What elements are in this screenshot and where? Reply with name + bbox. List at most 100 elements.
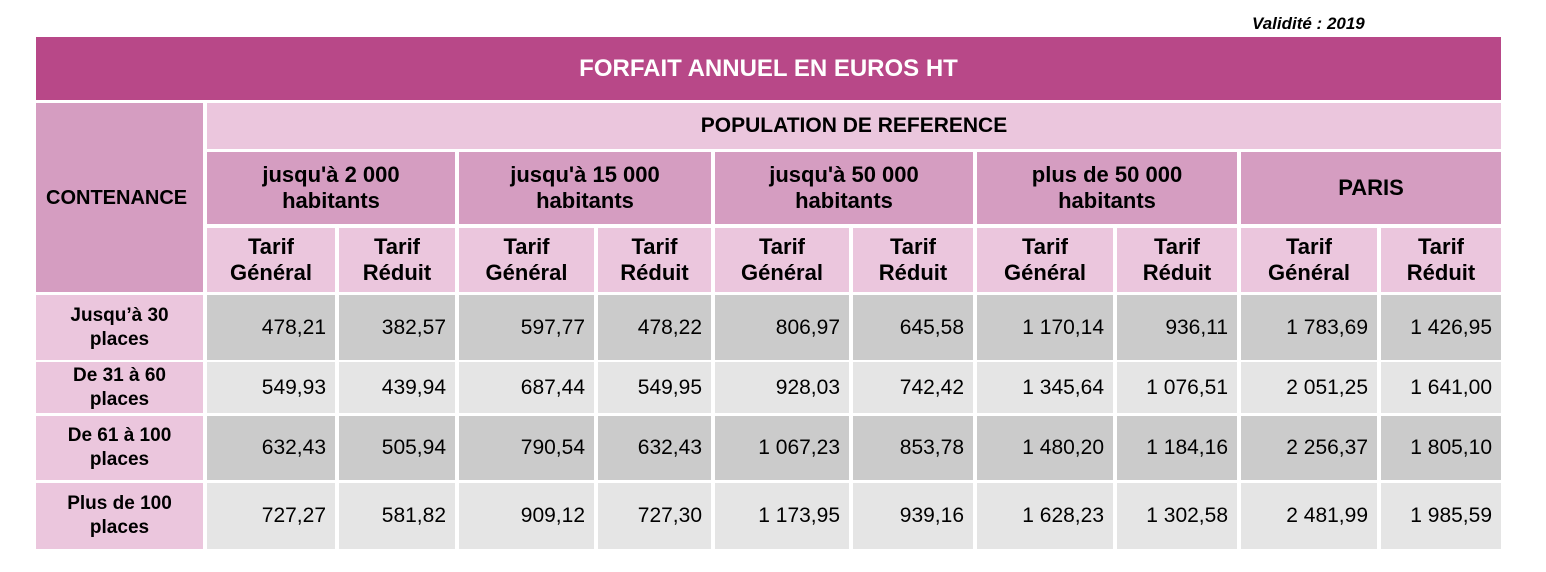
tariff-value-cell: 597,77 bbox=[459, 295, 594, 360]
tarif-header-line2: Réduit bbox=[1406, 260, 1476, 285]
tariff-value-cell: 632,43 bbox=[598, 416, 711, 480]
tarif-header-line1: Tarif bbox=[1285, 234, 1333, 259]
row-label-line1: De 31 à 60 bbox=[73, 364, 166, 386]
tariff-value-cell: 1 184,16 bbox=[1117, 416, 1237, 480]
tariff-value-cell: 2 051,25 bbox=[1241, 362, 1377, 413]
tarif-header-line2: Réduit bbox=[1142, 260, 1212, 285]
tariff-value-cell: 1 302,58 bbox=[1117, 483, 1237, 549]
tariff-value-cell: 1 480,20 bbox=[977, 416, 1113, 480]
tarif-general-header: Tarif Général bbox=[977, 228, 1113, 292]
row-label-line2: places bbox=[89, 517, 150, 538]
tariff-value-cell: 687,44 bbox=[459, 362, 594, 413]
tarif-header-line2: Général bbox=[741, 260, 823, 285]
tarif-header-line1: Tarif bbox=[631, 234, 678, 259]
tariff-value-cell: 853,78 bbox=[853, 416, 973, 480]
tarif-reduit-header: Tarif Réduit bbox=[598, 228, 711, 292]
tariff-value-cell: 1 426,95 bbox=[1381, 295, 1501, 360]
population-group-header: jusqu'à 2 000 habitants bbox=[207, 152, 455, 224]
tariff-value-cell: 382,57 bbox=[339, 295, 455, 360]
tarif-header-line2: Général bbox=[485, 260, 568, 285]
tarif-reduit-header: Tarif Réduit bbox=[853, 228, 973, 292]
row-label: De 31 à 60 places bbox=[36, 362, 203, 413]
tariff-value-cell: 1 641,00 bbox=[1381, 362, 1501, 413]
tarif-reduit-header: Tarif Réduit bbox=[1381, 228, 1501, 292]
row-label: De 61 à 100 places bbox=[36, 416, 203, 480]
row-label-line1: Jusqu’à 30 bbox=[70, 304, 169, 326]
row-label-line2: places bbox=[89, 449, 150, 470]
row-label-line1: Plus de 100 bbox=[67, 493, 172, 514]
row-label-line1: De 61 à 100 bbox=[67, 425, 172, 446]
tariff-value-cell: 1 076,51 bbox=[1117, 362, 1237, 413]
tariff-value-cell: 1 173,95 bbox=[715, 483, 849, 549]
population-group-header: plus de 50 000 habitants bbox=[977, 152, 1237, 224]
population-group-line2: habitants bbox=[282, 188, 380, 213]
population-group-header: jusqu'à 50 000 habitants bbox=[715, 152, 973, 224]
tarif-header-line1: Tarif bbox=[889, 234, 937, 259]
tariff-value-cell: 727,27 bbox=[207, 483, 335, 549]
tarif-header-line2: Réduit bbox=[362, 260, 432, 285]
tarif-header-line1: Tarif bbox=[247, 234, 295, 259]
tariff-value-cell: 928,03 bbox=[715, 362, 849, 413]
table-title: FORFAIT ANNUEL EN EUROS HT bbox=[36, 37, 1501, 100]
population-group-line2: habitants bbox=[1058, 188, 1156, 213]
tarif-header-line2: Réduit bbox=[620, 260, 689, 285]
tarif-general-header: Tarif Général bbox=[1241, 228, 1377, 292]
tariff-value-cell: 1 628,23 bbox=[977, 483, 1113, 549]
tariff-value-cell: 549,95 bbox=[598, 362, 711, 413]
tariff-value-cell: 549,93 bbox=[207, 362, 335, 413]
tarif-general-header: Tarif Général bbox=[207, 228, 335, 292]
tariff-value-cell: 1 805,10 bbox=[1381, 416, 1501, 480]
tarif-header-line1: Tarif bbox=[373, 234, 421, 259]
tarif-reduit-header: Tarif Réduit bbox=[339, 228, 455, 292]
validity-note: Validité : 2019 bbox=[1252, 14, 1365, 33]
population-group-header: jusqu'à 15 000 habitants bbox=[459, 152, 711, 224]
tarif-header-line2: Général bbox=[1004, 260, 1086, 285]
row-label-line2: places bbox=[89, 328, 150, 350]
row-label: Plus de 100 places bbox=[36, 483, 203, 549]
tariff-value-cell: 645,58 bbox=[853, 295, 973, 360]
row-label: Jusqu’à 30 places bbox=[36, 295, 203, 360]
tariff-value-cell: 727,30 bbox=[598, 483, 711, 549]
tarif-header-line1: Tarif bbox=[1153, 234, 1201, 259]
tariff-value-cell: 1 985,59 bbox=[1381, 483, 1501, 549]
population-header: POPULATION DE REFERENCE bbox=[207, 103, 1501, 149]
tarif-header-line1: Tarif bbox=[1417, 234, 1465, 259]
tariff-value-cell: 2 481,99 bbox=[1241, 483, 1377, 549]
tariff-value-cell: 1 170,14 bbox=[977, 295, 1113, 360]
tariff-value-cell: 581,82 bbox=[339, 483, 455, 549]
tarif-reduit-header: Tarif Réduit bbox=[1117, 228, 1237, 292]
row-label-line2: places bbox=[89, 388, 150, 410]
tariff-value-cell: 1 783,69 bbox=[1241, 295, 1377, 360]
population-group-line1: jusqu'à 15 000 bbox=[510, 162, 660, 187]
tariff-value-cell: 2 256,37 bbox=[1241, 416, 1377, 480]
population-group-line1: plus de 50 000 bbox=[1031, 162, 1183, 187]
tariff-value-cell: 478,21 bbox=[207, 295, 335, 360]
tarif-header-line1: Tarif bbox=[503, 234, 550, 259]
population-group-line1: jusqu'à 50 000 bbox=[769, 162, 919, 187]
tariff-value-cell: 806,97 bbox=[715, 295, 849, 360]
tarif-header-line1: Tarif bbox=[1021, 234, 1069, 259]
tariff-value-cell: 790,54 bbox=[459, 416, 594, 480]
population-group-header: PARIS bbox=[1241, 152, 1501, 224]
population-group-line2: habitants bbox=[795, 188, 893, 213]
tarif-header-line1: Tarif bbox=[758, 234, 806, 259]
population-group-line2: habitants bbox=[536, 188, 634, 213]
tariff-value-cell: 1 067,23 bbox=[715, 416, 849, 480]
tarif-general-header: Tarif Général bbox=[459, 228, 594, 292]
tariff-value-cell: 1 345,64 bbox=[977, 362, 1113, 413]
population-group-line1: jusqu'à 2 000 bbox=[262, 162, 400, 187]
tarif-header-line2: Réduit bbox=[878, 260, 948, 285]
tariff-value-cell: 936,11 bbox=[1117, 295, 1237, 360]
population-group-line1: PARIS bbox=[1338, 175, 1404, 200]
row-header-contenance: CONTENANCE bbox=[36, 103, 203, 292]
tariff-value-cell: 909,12 bbox=[459, 483, 594, 549]
tariff-value-cell: 478,22 bbox=[598, 295, 711, 360]
tariff-value-cell: 505,94 bbox=[339, 416, 455, 480]
tariff-value-cell: 742,42 bbox=[853, 362, 973, 413]
tariff-value-cell: 939,16 bbox=[853, 483, 973, 549]
tariff-value-cell: 439,94 bbox=[339, 362, 455, 413]
tarif-header-line2: Général bbox=[1268, 260, 1350, 285]
tarif-general-header: Tarif Général bbox=[715, 228, 849, 292]
tarif-header-line2: Général bbox=[230, 260, 312, 285]
tariff-value-cell: 632,43 bbox=[207, 416, 335, 480]
